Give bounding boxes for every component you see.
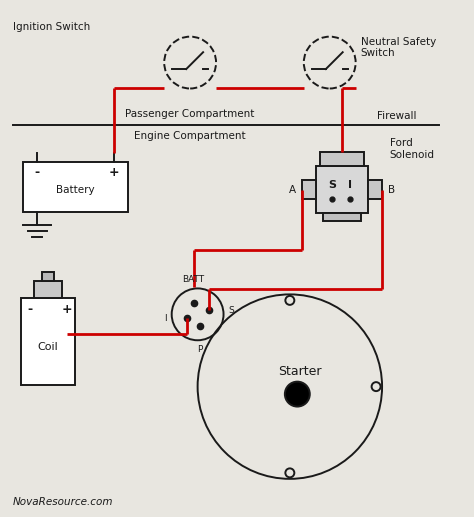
Bar [320,152,365,166]
Text: B: B [388,185,395,195]
Text: Passenger Compartment: Passenger Compartment [126,109,255,119]
Text: Battery: Battery [56,185,95,195]
Bar [34,281,62,298]
Text: -: - [27,303,32,316]
Text: Engine Compartment: Engine Compartment [134,131,246,141]
Text: BATT: BATT [182,276,205,284]
Bar [21,298,75,385]
Text: -: - [35,166,40,179]
Text: I: I [347,180,352,190]
Text: Ignition Switch: Ignition Switch [13,22,91,32]
Bar [323,214,361,221]
Text: S: S [328,180,336,190]
Text: Ford
Solenoid: Ford Solenoid [390,139,435,160]
Bar [23,162,128,212]
Bar [316,166,368,214]
Text: +: + [61,303,72,316]
Bar [368,180,383,199]
Text: Firewall: Firewall [377,111,417,121]
Text: I: I [164,314,167,323]
Text: +: + [109,166,119,179]
Text: Neutral Safety
Switch: Neutral Safety Switch [361,37,436,58]
Text: Starter: Starter [278,365,321,378]
Bar [302,180,316,199]
Bar [42,272,54,281]
Text: P: P [197,345,203,354]
Text: A: A [289,185,296,195]
Text: S: S [228,306,234,315]
Text: Coil: Coil [37,342,58,352]
Circle shape [285,382,310,406]
Text: NovaResource.com: NovaResource.com [13,497,114,507]
